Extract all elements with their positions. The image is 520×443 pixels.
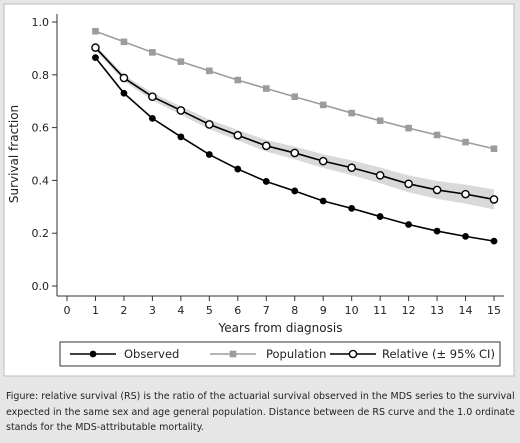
population-point [92, 27, 99, 35]
observed-point [177, 133, 185, 141]
population-point [490, 145, 498, 153]
x-tick-label: 5 [206, 304, 213, 317]
observed-point [319, 197, 327, 205]
y-tick-label: 0.0 [32, 280, 50, 293]
relative-point [432, 185, 442, 195]
relative-point [461, 189, 470, 199]
population-point [433, 131, 441, 139]
x-tick-label: 0 [64, 304, 71, 317]
y-tick-label: 0.2 [32, 227, 50, 240]
observed-point [490, 237, 498, 245]
x-tick-label: 6 [234, 304, 241, 317]
population-point [120, 38, 128, 46]
relative-point [375, 171, 385, 180]
y-tick-label: 0.8 [32, 69, 50, 82]
population-legend-label: Population [266, 347, 326, 361]
population-point [149, 49, 156, 56]
survival-chart: 0.00.20.40.60.81.00 1 2 3 4 5 6 7 8 9 10 11 12 13 14 15… [3, 3, 515, 377]
population-point [405, 124, 412, 132]
relative-point [148, 92, 157, 102]
relative-point [119, 73, 129, 83]
x-tick-label: 12 [402, 304, 416, 317]
legend-box [59, 341, 501, 367]
y-tick-label: 1.0 [32, 16, 50, 29]
y-tick-label: 0.4 [32, 174, 50, 187]
population-legend-marker [229, 350, 237, 358]
observed-point [262, 178, 270, 185]
population-point [462, 138, 469, 146]
observed-point [462, 232, 469, 240]
observed-legend-label: Observed [124, 347, 179, 361]
x-tick-label: 10 [345, 304, 359, 317]
observed-point [433, 227, 441, 235]
relative-legend-label: Relative (± 95% CI) [382, 347, 495, 361]
observed-point [376, 213, 384, 220]
relative-point [176, 106, 186, 115]
x-tick-label: 2 [120, 304, 127, 317]
population-point [206, 67, 213, 75]
observed-point [348, 204, 356, 212]
population-point [348, 109, 355, 117]
observed-point [234, 165, 242, 173]
x-tick-label: 3 [149, 304, 156, 317]
population-point [319, 101, 327, 109]
figure-caption: Figure: relative survival (RS) is the ra… [6, 391, 515, 433]
observed-point [205, 151, 213, 158]
relative-point [205, 120, 214, 129]
relative-point [489, 195, 499, 204]
x-tick-label: 15 [487, 304, 501, 317]
observed-point [291, 187, 299, 195]
relative-point [91, 43, 100, 52]
x-tick-label: 13 [430, 304, 444, 317]
x-tick-label: 7 [263, 304, 270, 317]
y-axis-title: Survival fraction [7, 105, 21, 203]
observed-point [120, 89, 128, 97]
x-tick-label: 4 [177, 304, 184, 317]
population-point [177, 58, 185, 65]
relative-point [318, 156, 328, 166]
relative-point [233, 130, 243, 140]
observed-legend-marker [89, 350, 97, 358]
x-tick-label: 1 [92, 304, 99, 317]
x-tick-label: 8 [291, 304, 298, 317]
population-point [291, 93, 299, 101]
relative-point [290, 148, 300, 158]
x-tick-label: 11 [373, 304, 387, 317]
population-point [262, 85, 270, 92]
relative-point [261, 141, 271, 151]
observed-point [149, 114, 156, 122]
relative-legend-marker [348, 349, 358, 359]
x-axis-title: Years from diagnosis [218, 321, 343, 335]
y-tick-label: 0.6 [32, 122, 50, 135]
x-tick-label: 9 [320, 304, 327, 317]
relative-point [347, 163, 356, 173]
relative-point [404, 179, 413, 189]
chart-area: 0.0 0.2 0.4 0.6 0.8 1.0 0 1 2 3 4 5 6 7 8 9 10 11 12 13 14 15… [3, 3, 515, 377]
observed-point [92, 54, 99, 62]
population-point [234, 76, 242, 84]
observed-point [405, 221, 412, 228]
x-tick-label: 14 [459, 304, 473, 317]
population-point [376, 117, 384, 125]
